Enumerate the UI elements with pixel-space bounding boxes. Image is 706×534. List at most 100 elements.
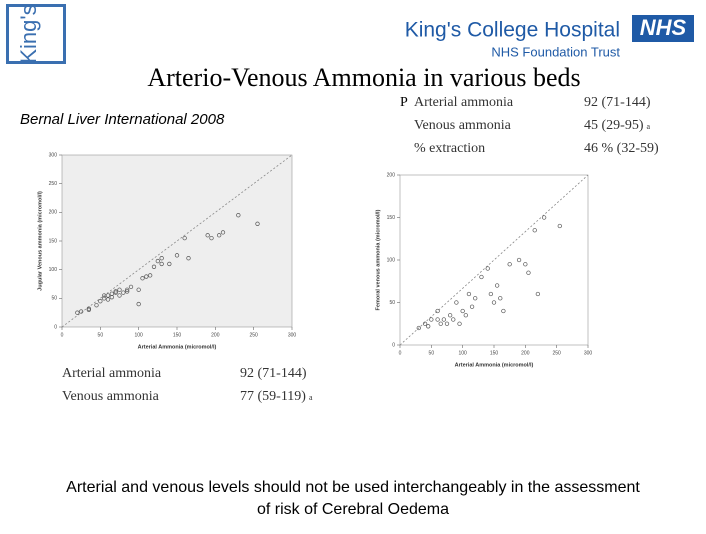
x-tick-label: 100 (458, 350, 467, 356)
stats-marker: P (400, 95, 408, 110)
data-point (236, 213, 241, 218)
y-axis-label: Jugular Venous ammonia (micromol/l) (37, 191, 43, 291)
data-point (205, 233, 210, 238)
data-point (523, 262, 528, 267)
data-point (105, 293, 111, 298)
data-point (469, 304, 475, 309)
data-point (479, 274, 484, 280)
data-point (109, 291, 114, 296)
stats-value: 45 (29-95) (584, 118, 644, 133)
x-tick-label: 100 (134, 332, 143, 338)
x-tick-label: 150 (173, 332, 182, 338)
data-point (167, 261, 172, 267)
hospital-name: King's College Hospital (405, 19, 620, 42)
x-tick-label: 250 (552, 350, 561, 356)
stats-label: Venous ammonia (62, 389, 160, 404)
data-point (526, 270, 531, 275)
data-point (136, 287, 141, 292)
stats-label: Arterial ammonia (62, 366, 162, 381)
data-point (220, 230, 226, 235)
data-point (140, 276, 145, 281)
data-point (136, 301, 141, 307)
data-point (151, 264, 157, 269)
data-point (541, 215, 547, 220)
slide-title: Arterio-Venous Ammonia in various beds (147, 63, 580, 92)
stats-label: % extraction (414, 141, 485, 156)
y-axis-label: Femoral venous ammonia (micromol/l) (375, 209, 381, 310)
y-tick-label: 0 (392, 342, 395, 348)
y-tick-label: 0 (54, 324, 57, 330)
plot-area (61, 154, 293, 328)
data-point (75, 310, 80, 315)
data-point (159, 261, 164, 267)
x-axis-label: Arterial Ammonia (micromol/l) (455, 362, 534, 368)
data-point (447, 313, 453, 318)
data-point (144, 274, 149, 279)
data-point (125, 289, 130, 294)
x-tick-label: 200 (521, 350, 530, 356)
footer-line: Arterial and venous levels should not be… (66, 479, 640, 496)
data-point (535, 291, 541, 297)
data-point (186, 256, 191, 261)
plot-area (399, 174, 589, 346)
data-point (155, 258, 160, 264)
source: Bernal Liver International 2008 (20, 111, 225, 128)
data-point (466, 291, 472, 297)
stats-note: a (647, 122, 651, 131)
y-tick-label: 100 (387, 257, 396, 263)
data-point (98, 299, 103, 304)
data-point (121, 290, 126, 295)
y-tick-label: 150 (49, 238, 58, 244)
data-point (422, 321, 428, 326)
trust-name: NHS Foundation Trust (491, 44, 620, 59)
x-tick-label: 50 (429, 350, 435, 356)
data-point (435, 317, 440, 322)
data-point (557, 223, 562, 229)
data-point (209, 235, 214, 241)
data-point (86, 306, 91, 311)
x-tick-label: 50 (98, 332, 104, 338)
y-tick-label: 100 (49, 267, 58, 273)
data-point (159, 256, 164, 261)
data-point (451, 317, 456, 322)
data-point (460, 308, 465, 314)
data-point (488, 291, 494, 297)
x-tick-label: 0 (61, 332, 64, 338)
x-tick-label: 300 (584, 350, 593, 356)
y-tick-label: 200 (387, 172, 396, 178)
y-tick-label: 150 (387, 215, 396, 221)
data-point (435, 308, 440, 314)
x-tick-label: 200 (211, 332, 220, 338)
stats-note: a (309, 393, 313, 402)
data-point (457, 321, 462, 326)
nhs-logo: NHS (640, 15, 687, 40)
x-tick-label: 300 (288, 332, 297, 338)
data-point (441, 317, 447, 322)
data-point (113, 289, 118, 294)
data-point (444, 321, 450, 326)
data-point (491, 300, 497, 305)
data-point (532, 228, 537, 233)
data-point (507, 262, 512, 267)
data-point (498, 296, 503, 301)
data-point (128, 284, 134, 290)
data-point (429, 317, 434, 322)
y-tick-label: 200 (49, 210, 58, 216)
stats-value: 92 (71-144) (240, 366, 307, 381)
data-point (501, 308, 506, 314)
data-point (125, 287, 130, 292)
brand-inner (9, 7, 63, 61)
data-point (174, 253, 180, 258)
data-point (79, 309, 84, 314)
data-point (416, 325, 421, 331)
y-tick-label: 50 (51, 296, 57, 302)
data-point (217, 233, 222, 238)
stats-label: Arterial ammonia (414, 95, 514, 110)
data-point (117, 293, 122, 298)
x-tick-label: 250 (249, 332, 258, 338)
data-point (438, 321, 443, 326)
data-point (516, 257, 522, 263)
stats-label: Venous ammonia (414, 118, 512, 133)
